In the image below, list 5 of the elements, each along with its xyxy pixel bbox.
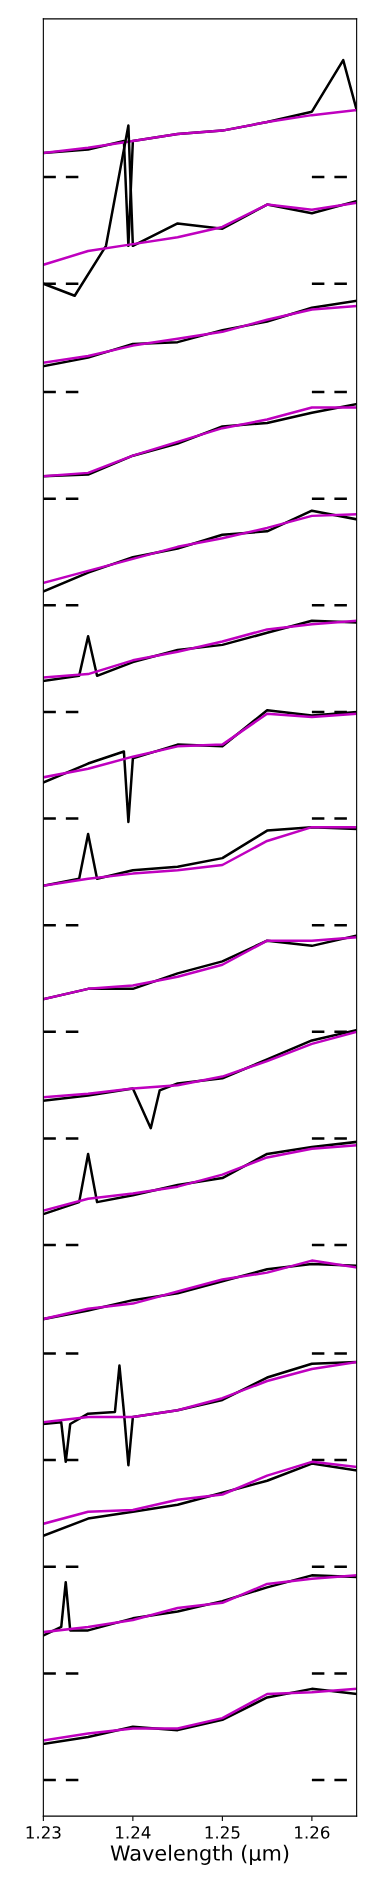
x-axis-title: Wavelength (μm)	[110, 1844, 289, 1865]
x-tick-label: 1.23	[26, 1826, 61, 1839]
x-tick-label: 1.26	[295, 1826, 330, 1839]
x-tick-label: 1.24	[116, 1826, 151, 1839]
x-tick-label: 1.25	[205, 1826, 240, 1839]
